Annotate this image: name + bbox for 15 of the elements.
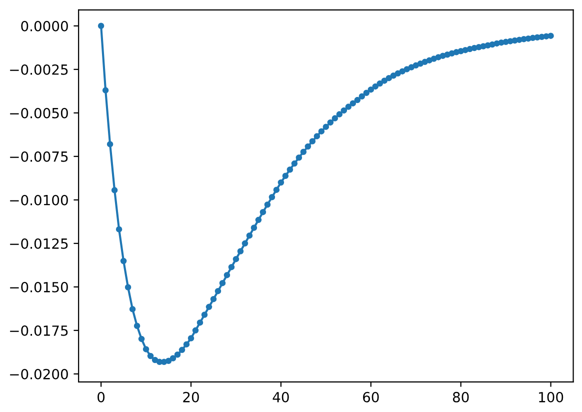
x-tick-label: 60 [363,392,379,402]
y-tick-label: −0.0050 [10,108,68,118]
y-tick-label: −0.0200 [10,368,68,380]
y-tick-label: −0.0175 [10,325,68,336]
y-tick-label: −0.0150 [10,282,68,292]
y-tick-label: −0.0100 [10,194,68,206]
y-tick-label: −0.0125 [10,238,68,249]
y-tick-label: 0.0000 [21,20,68,32]
x-tick-label: 100 [539,392,564,402]
x-tick-label: 40 [272,392,289,402]
x-tick-label: 0 [98,392,105,402]
y-tick-label: −0.0075 [10,151,68,162]
y-tick-label: −0.0025 [10,64,68,75]
x-tick-label: 20 [183,392,199,402]
x-tick-label: 80 [452,392,469,402]
